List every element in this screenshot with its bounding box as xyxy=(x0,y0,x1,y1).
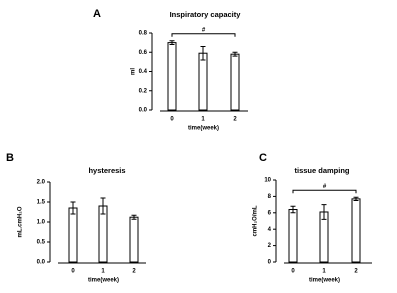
error-bar xyxy=(70,201,76,215)
x-tick-label: 0 xyxy=(291,269,295,275)
panel-label: A xyxy=(93,8,101,20)
bar xyxy=(288,209,298,263)
x-tick-label: 2 xyxy=(354,269,358,275)
y-axis-label: ml xyxy=(131,68,137,75)
error-bar xyxy=(353,196,359,201)
x-tick-label: 0 xyxy=(170,117,174,123)
y-tick-label: 0.2 xyxy=(139,88,148,94)
bar xyxy=(167,42,177,111)
bar xyxy=(129,216,139,263)
chart-title: tissue damping xyxy=(294,166,349,175)
y-tick-label: 0.0 xyxy=(37,260,46,266)
bar xyxy=(351,198,361,263)
x-tick-label: 0 xyxy=(71,269,75,275)
y-tick-label: 1.5 xyxy=(37,200,46,206)
chart-title: hysteresis xyxy=(88,166,125,175)
panel-label: B xyxy=(6,152,14,164)
x-axis-label: time(week) xyxy=(88,278,119,284)
y-tick-label: 0 xyxy=(268,260,272,266)
y-tick-label: 0.5 xyxy=(37,240,46,246)
bar xyxy=(230,53,240,111)
panel-label: C xyxy=(259,152,267,164)
error-bar xyxy=(321,204,327,220)
x-tick-label: 1 xyxy=(322,269,326,275)
x-tick-label: 2 xyxy=(233,117,237,123)
y-tick-label: 0.8 xyxy=(139,31,148,37)
x-tick-label: 1 xyxy=(201,117,205,123)
significance-bracket xyxy=(292,189,357,194)
y-tick-label: 8 xyxy=(268,194,272,200)
y-tick-label: 2.0 xyxy=(37,180,46,186)
bar xyxy=(198,52,208,111)
chart-title: Inspiratory capacity xyxy=(170,10,242,19)
error-bar xyxy=(232,51,238,57)
significance-bracket xyxy=(171,33,236,37)
significance-label: # xyxy=(323,184,327,190)
y-axis-label: mL.cmH₂O xyxy=(18,206,24,237)
x-tick-label: 2 xyxy=(132,269,136,275)
error-bar xyxy=(131,214,137,220)
y-tick-label: 0.6 xyxy=(139,50,148,56)
error-bar xyxy=(200,45,206,61)
error-bar xyxy=(169,40,175,46)
y-tick-label: 10 xyxy=(264,178,271,184)
significance-label: # xyxy=(202,27,206,33)
y-tick-label: 0.4 xyxy=(139,69,148,75)
error-bar xyxy=(100,197,106,215)
y-tick-label: 6 xyxy=(268,210,272,216)
y-tick-label: 2 xyxy=(268,243,272,249)
x-tick-label: 1 xyxy=(101,269,105,275)
y-tick-label: 1.0 xyxy=(37,220,46,226)
y-axis-label: cmH₂O/mL xyxy=(253,205,259,236)
y-tick-label: 0.0 xyxy=(139,108,148,114)
bar xyxy=(68,207,78,263)
x-axis-label: time(week) xyxy=(309,278,340,284)
error-bar xyxy=(290,205,296,214)
y-tick-label: 4 xyxy=(268,227,272,233)
x-axis-label: time(week) xyxy=(188,126,219,132)
